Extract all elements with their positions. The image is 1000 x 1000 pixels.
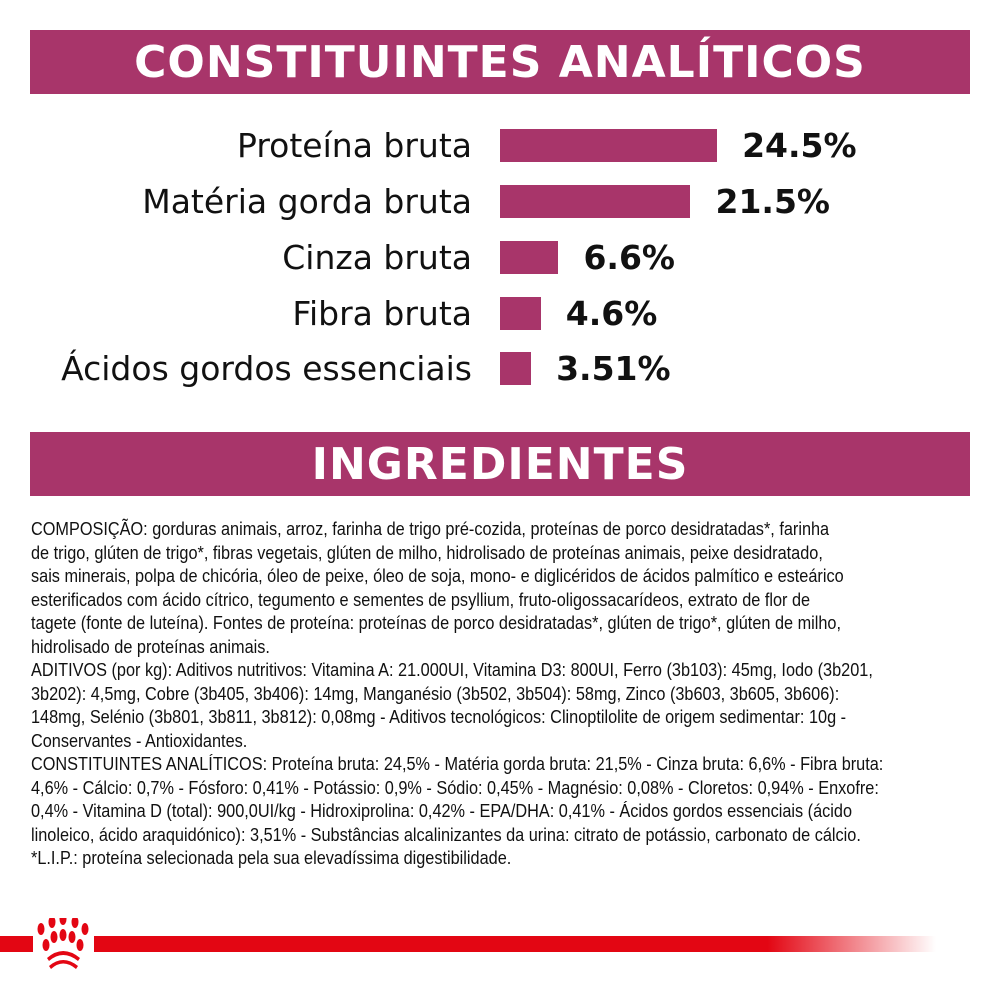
ingredients-line: hidrolisado de proteínas animais. (31, 635, 270, 657)
ingredients-line: esterificados com ácido cítrico, tegumen… (31, 588, 811, 610)
ingredients-line: sais minerais, polpa de chicória, óleo d… (31, 565, 844, 586)
bar-value-label: 6.6% (583, 238, 675, 277)
bar-value-label: 24.5% (742, 126, 857, 165)
bar (500, 352, 532, 385)
ingredients-line: ADITIVOS (por kg): Aditivos nutritivos: … (31, 659, 873, 680)
ingredients-line: 0,4% - Vitamina D (total): 900,0UI/kg - … (31, 800, 852, 821)
bar (500, 129, 718, 162)
bar-value-label: 3.51% (556, 349, 671, 388)
ingredients-line: linoleico, ácido araquidónico): 3,51% - … (31, 823, 861, 845)
ingredients-line: 3b202): 4,5mg, Cobre (3b405, 3b406): 14m… (31, 682, 840, 704)
bar-label: Ácidos gordos essenciais (61, 349, 472, 388)
bar-label: Cinza bruta (282, 238, 472, 277)
bar-row: Ácidos gordos essenciais 3.51% (0, 349, 1000, 389)
bar-label: Fibra bruta (292, 294, 472, 333)
bar-value-label: 4.6% (565, 294, 658, 333)
ingredients-text: COMPOSIÇÃO: gorduras animais, arroz, far… (31, 517, 1000, 870)
ingredients-line: de trigo, glúten de trigo*, fibras veget… (31, 541, 823, 563)
brand-stripe (0, 918, 936, 969)
ingredients-header: INGREDIENTES (30, 432, 970, 496)
bar-label: Matéria gorda bruta (142, 182, 472, 221)
ingredients-line: *L.I.P.: proteína selecionada pela sua e… (31, 847, 512, 868)
ingredients-line: tagete (fonte de luteína). Fontes de pro… (31, 612, 842, 633)
ingredients-line: CONSTITUINTES ANALÍTICOS: Proteína bruta… (31, 753, 884, 774)
ingredients-line: 148mg, Selénio (3b801, 3b811, 3b812): 0,… (31, 706, 847, 727)
ingredients-line: Conservantes - Antioxidantes. (31, 729, 248, 751)
bar-row: Matéria gorda bruta 21.5% (0, 182, 1000, 222)
ingredients-line: 4,6% - Cálcio: 0,7% - Fósforo: 0,41% - P… (31, 776, 879, 798)
crown-paw-logo-icon (37, 918, 89, 969)
ingredients-line: COMPOSIÇÃO: gorduras animais, arroz, far… (31, 518, 830, 539)
bar (500, 297, 541, 330)
bar (500, 185, 691, 218)
bar-row: Fibra bruta 4.6% (0, 294, 1000, 334)
bar-label: Proteína bruta (237, 126, 472, 165)
bar-value-label: 21.5% (715, 182, 830, 221)
analytical-constituents-header: CONSTITUINTES ANALÍTICOS (30, 30, 970, 94)
bar (500, 241, 559, 274)
bar-row: Proteína bruta 24.5% (0, 126, 1000, 166)
bar-row: Cinza bruta 6.6% (0, 238, 1000, 278)
